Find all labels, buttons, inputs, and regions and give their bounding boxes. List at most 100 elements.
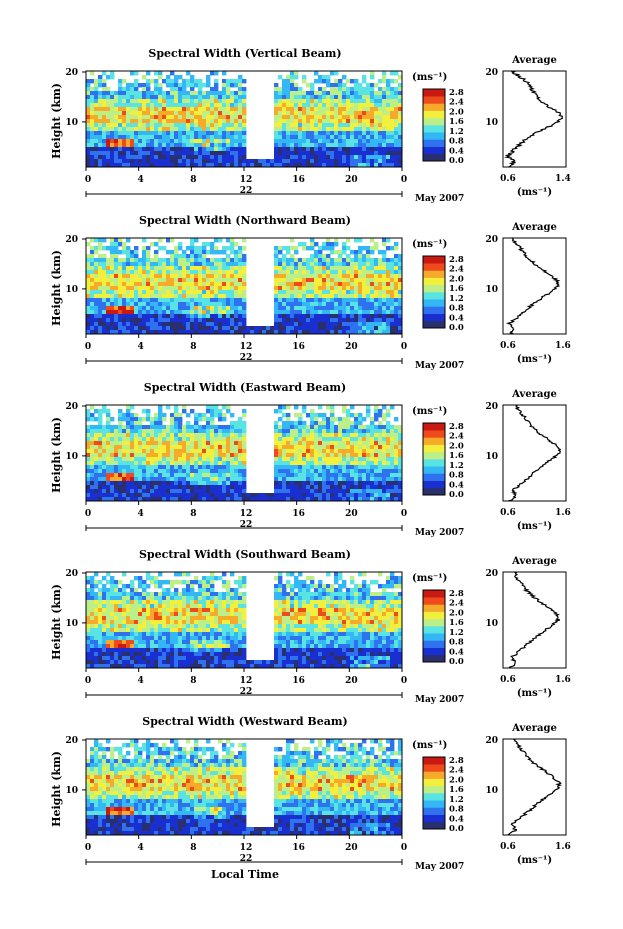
heatmap-cell <box>318 497 323 502</box>
heatmap-cell <box>102 493 107 498</box>
heatmap-cell <box>230 135 235 140</box>
heatmap-cell <box>218 493 223 498</box>
heatmap-cell <box>222 489 227 494</box>
heatmap-cell <box>222 449 227 454</box>
heatmap-cell <box>398 576 403 581</box>
heatmap-cell <box>142 119 147 124</box>
heatmap-cell <box>378 139 383 144</box>
heatmap-cell <box>302 493 307 498</box>
heatmap-cell <box>342 302 347 307</box>
heatmap-cell <box>386 87 391 92</box>
heatmap-cell <box>162 326 167 331</box>
heatmap-cell <box>114 250 119 255</box>
heatmap-cell <box>274 270 279 275</box>
heatmap-cell <box>122 250 127 255</box>
heatmap-cell <box>398 139 403 144</box>
heatmap-cell <box>138 318 143 323</box>
heatmap-cell <box>206 433 211 438</box>
heatmap-cell <box>178 441 183 446</box>
date-month-label: May 2007 <box>415 194 464 204</box>
heatmap-cell <box>394 580 399 585</box>
heatmap-cell <box>322 306 327 311</box>
heatmap-cell <box>278 445 283 450</box>
heatmap-cell <box>326 421 331 426</box>
heatmap-cell <box>386 433 391 438</box>
heatmap-cell <box>342 449 347 454</box>
heatmap-cell <box>218 310 223 315</box>
heatmap-cell <box>350 294 355 299</box>
heatmap-cell <box>330 453 335 458</box>
heatmap-cell <box>166 477 171 482</box>
heatmap-cell <box>174 310 179 315</box>
heatmap-cell <box>90 79 95 84</box>
heatmap-cell <box>278 143 283 148</box>
heatmap-cell <box>222 131 227 136</box>
heatmap-cell <box>114 159 119 164</box>
heatmap-cell <box>186 83 191 88</box>
heatmap-cell <box>286 262 291 267</box>
heatmap-cell <box>310 103 315 108</box>
heatmap-cell <box>394 314 399 319</box>
heatmap-cell <box>210 242 215 247</box>
heatmap-cell <box>190 477 195 482</box>
heatmap-cell <box>290 119 295 124</box>
heatmap-cell <box>366 477 371 482</box>
heatmap-cell <box>126 457 131 462</box>
heatmap-cell <box>322 310 327 315</box>
heatmap-cell <box>338 302 343 307</box>
heatmap-cell <box>398 83 403 88</box>
heatmap-cell <box>102 79 107 84</box>
heatmap-cell <box>194 266 199 271</box>
heatmap-cell <box>274 246 279 251</box>
heatmap-cell <box>130 278 135 283</box>
heatmap-cell <box>290 123 295 128</box>
heatmap-cell <box>178 127 183 132</box>
heatmap-cell <box>90 123 95 128</box>
heatmap-cell <box>306 143 311 148</box>
heatmap-cell <box>234 79 239 84</box>
heatmap-cell <box>394 330 399 335</box>
heatmap-cell <box>286 127 291 132</box>
heatmap-cell <box>278 330 283 335</box>
heatmap-cell <box>142 123 147 128</box>
heatmap-cell <box>110 453 115 458</box>
heatmap-cell <box>358 437 363 442</box>
heatmap-cell <box>86 254 91 259</box>
heatmap-cell <box>178 278 183 283</box>
heatmap-cell <box>122 91 127 96</box>
heatmap-cell <box>222 572 227 577</box>
heatmap-cell <box>358 302 363 307</box>
heatmap-cell <box>298 99 303 104</box>
heatmap-cell <box>314 437 319 442</box>
heatmap-cell <box>298 314 303 319</box>
heatmap-cell <box>230 461 235 466</box>
heatmap-cell <box>326 457 331 462</box>
heatmap-cell <box>274 493 279 498</box>
heatmap-cell <box>362 489 367 494</box>
heatmap-cell <box>138 306 143 311</box>
heatmap-cell <box>86 298 91 303</box>
heatmap-cell <box>226 310 231 315</box>
heatmap-cell <box>162 143 167 148</box>
heatmap-cell <box>218 103 223 108</box>
heatmap-cell <box>126 477 131 482</box>
heatmap-cell <box>106 310 111 315</box>
heatmap-cell <box>194 294 199 299</box>
heatmap-cell <box>302 497 307 502</box>
heatmap-cell <box>342 417 347 422</box>
heatmap-cell <box>334 290 339 295</box>
heatmap-cell <box>282 131 287 136</box>
heatmap-cell <box>198 489 203 494</box>
heatmap-cell <box>338 485 343 490</box>
heatmap-cell <box>214 409 219 414</box>
heatmap-cell <box>226 254 231 259</box>
heatmap-cell <box>350 147 355 152</box>
heatmap-cell <box>190 298 195 303</box>
heatmap-cell <box>186 413 191 418</box>
heatmap-cell <box>98 330 103 335</box>
heatmap-cell <box>298 310 303 315</box>
heatmap-cell <box>154 322 159 327</box>
heatmap-cell <box>382 306 387 311</box>
heatmap-cell <box>206 250 211 255</box>
heatmap-cell <box>150 143 155 148</box>
